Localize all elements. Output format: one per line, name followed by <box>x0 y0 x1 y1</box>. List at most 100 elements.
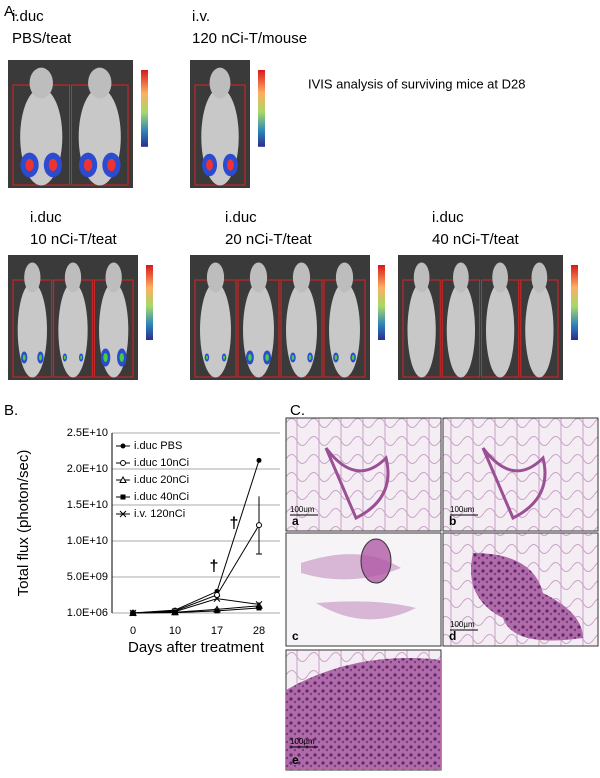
signal <box>291 355 295 360</box>
mouse <box>58 282 88 378</box>
marker <box>129 609 137 617</box>
subpanel-label: c <box>292 629 299 643</box>
mouse-head <box>64 262 82 293</box>
mouse-head <box>249 262 268 293</box>
y-tick-label: 2.5E+10 <box>67 427 108 439</box>
mouse-head <box>209 67 231 99</box>
group-label: i.duc <box>12 8 44 25</box>
group-label: 120 nCi-T/mouse <box>192 30 307 47</box>
x-tick-label: 10 <box>169 625 181 637</box>
tumor <box>360 538 392 584</box>
y-tick-label: 1.0E+06 <box>67 607 108 619</box>
legend-label: i.duc 40nCi <box>134 491 189 503</box>
signal <box>265 354 269 361</box>
legend-label: i.duc 10nCi <box>134 457 189 469</box>
marker <box>120 443 126 449</box>
group-label: PBS/teat <box>12 30 72 47</box>
series-line <box>132 607 260 614</box>
mouse <box>407 282 436 378</box>
signal <box>308 355 312 360</box>
scale-bar-label: 100um <box>450 505 475 514</box>
mouse-head <box>335 262 354 293</box>
marker <box>256 457 262 463</box>
color-scale <box>258 70 265 147</box>
y-tick-label: 1.0E+10 <box>67 535 108 547</box>
note: IVIS analysis of surviving mice at D28 <box>308 76 525 91</box>
tumor <box>471 553 583 641</box>
legend-label: i.duc 20nCi <box>134 474 189 486</box>
y-tick-label: 2.0E+10 <box>67 463 108 475</box>
mouse-head <box>105 262 122 293</box>
signal <box>107 158 116 172</box>
group-label: 10 nCi-T/teat <box>30 231 118 248</box>
signal <box>206 159 214 171</box>
subpanel-label: a <box>292 514 299 528</box>
annotation: † <box>230 515 239 532</box>
tumor <box>286 658 441 770</box>
marker <box>120 494 126 500</box>
color-scale <box>146 265 153 340</box>
mouse <box>446 282 476 378</box>
duct <box>481 447 547 521</box>
mouse <box>329 282 360 378</box>
marker <box>119 475 127 483</box>
group-label: i.duc <box>30 209 62 226</box>
marker <box>214 608 220 614</box>
mouse-head <box>292 262 311 293</box>
signal <box>119 353 124 362</box>
signal <box>39 354 42 361</box>
duct <box>324 447 390 521</box>
signal <box>334 355 338 360</box>
y-tick-label: 1.5E+10 <box>67 499 108 511</box>
signal <box>103 353 108 362</box>
panel-label: A. <box>4 3 18 20</box>
series-line <box>132 598 260 614</box>
group-label: 20 nCi-T/teat <box>225 231 313 248</box>
legend-label: i.v. 120nCi <box>134 508 185 520</box>
marker <box>214 592 220 599</box>
signal <box>22 354 26 361</box>
marker <box>255 601 263 608</box>
mouse-head <box>492 262 508 293</box>
annotation: † <box>210 558 219 575</box>
signal <box>351 355 355 360</box>
scale-bar-label: 100µm <box>450 620 475 629</box>
panel-a: i.duc PBS/teat i.v. 120 nCi-T/mouse IVIS… <box>12 8 525 248</box>
marker <box>171 608 179 615</box>
marker <box>120 460 126 466</box>
signal <box>25 158 34 172</box>
group-label: i.duc <box>225 209 257 226</box>
mouse <box>485 282 515 378</box>
signal <box>83 158 93 172</box>
mouse-head <box>531 262 548 293</box>
mouse-head <box>24 262 41 293</box>
group-label: 40 nCi-T/teat <box>432 231 520 248</box>
marker <box>172 610 178 616</box>
color-scale <box>378 265 385 340</box>
x-tick-label: 0 <box>130 625 136 637</box>
y-tick-label: 5.0E+09 <box>67 571 108 583</box>
group-label: i.v. <box>192 8 210 25</box>
mouse <box>286 282 317 378</box>
mouse-head <box>29 67 53 99</box>
color-scale <box>571 265 578 340</box>
subpanel-label: d <box>449 629 456 643</box>
y-axis-title: Total flux (photon/sec) <box>15 450 32 597</box>
signal <box>48 158 58 172</box>
mouse-head <box>88 67 112 99</box>
marker <box>119 510 127 518</box>
signal <box>63 355 66 360</box>
subpanel-label: e <box>292 753 299 767</box>
x-axis-title: Days after treatment <box>128 639 265 656</box>
mouse <box>525 282 554 378</box>
scale-bar-label: 100µm <box>290 737 315 746</box>
mouse <box>200 282 231 378</box>
panel-label: B. <box>4 402 18 419</box>
signal <box>80 355 83 360</box>
group-label: i.duc <box>432 209 464 226</box>
panel-label: C. <box>290 402 305 419</box>
mouse-head <box>413 262 430 293</box>
subpanel-label: b <box>449 514 456 528</box>
x-tick-label: 17 <box>211 625 223 637</box>
